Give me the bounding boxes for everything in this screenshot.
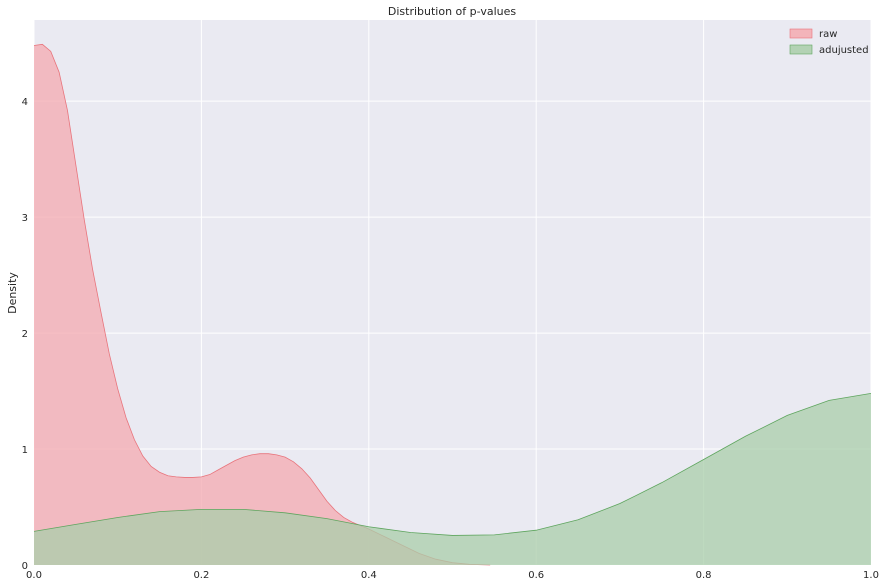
- series-area-adujusted: [34, 393, 871, 565]
- y-tick-label-2: 2: [22, 329, 28, 340]
- x-tick-label-0: 0.0: [26, 570, 42, 581]
- grid: [33, 20, 872, 566]
- legend-swatch-raw: [789, 28, 813, 39]
- x-tick-label-5: 1.0: [863, 570, 879, 581]
- y-tick-label-3: 3: [22, 213, 28, 224]
- y-tick-label-4: 4: [22, 97, 28, 108]
- legend-swatch-adujusted: [789, 44, 813, 55]
- x-tick-label-4: 0.8: [696, 570, 712, 581]
- legend: raw adujusted: [789, 28, 869, 56]
- y-axis-label: Density: [6, 272, 19, 314]
- legend-label-adujusted: adujusted: [819, 45, 869, 56]
- y-tick-labels: 0 1 2 3 4: [22, 97, 28, 572]
- legend-label-raw: raw: [819, 29, 837, 40]
- series-area-raw: [34, 44, 491, 566]
- y-tick-label-0: 0: [22, 561, 28, 572]
- y-tick-label-1: 1: [22, 445, 28, 456]
- series-line-adujusted: [33, 392, 872, 536]
- chart-title: Distribution of p-values: [388, 5, 516, 18]
- x-tick-label-2: 0.4: [361, 570, 377, 581]
- series-areas: [33, 43, 872, 566]
- x-tick-label-3: 0.6: [528, 570, 544, 581]
- x-tick-labels: 0.0 0.2 0.4 0.6 0.8 1.0: [26, 570, 879, 581]
- x-tick-label-1: 0.2: [193, 570, 209, 581]
